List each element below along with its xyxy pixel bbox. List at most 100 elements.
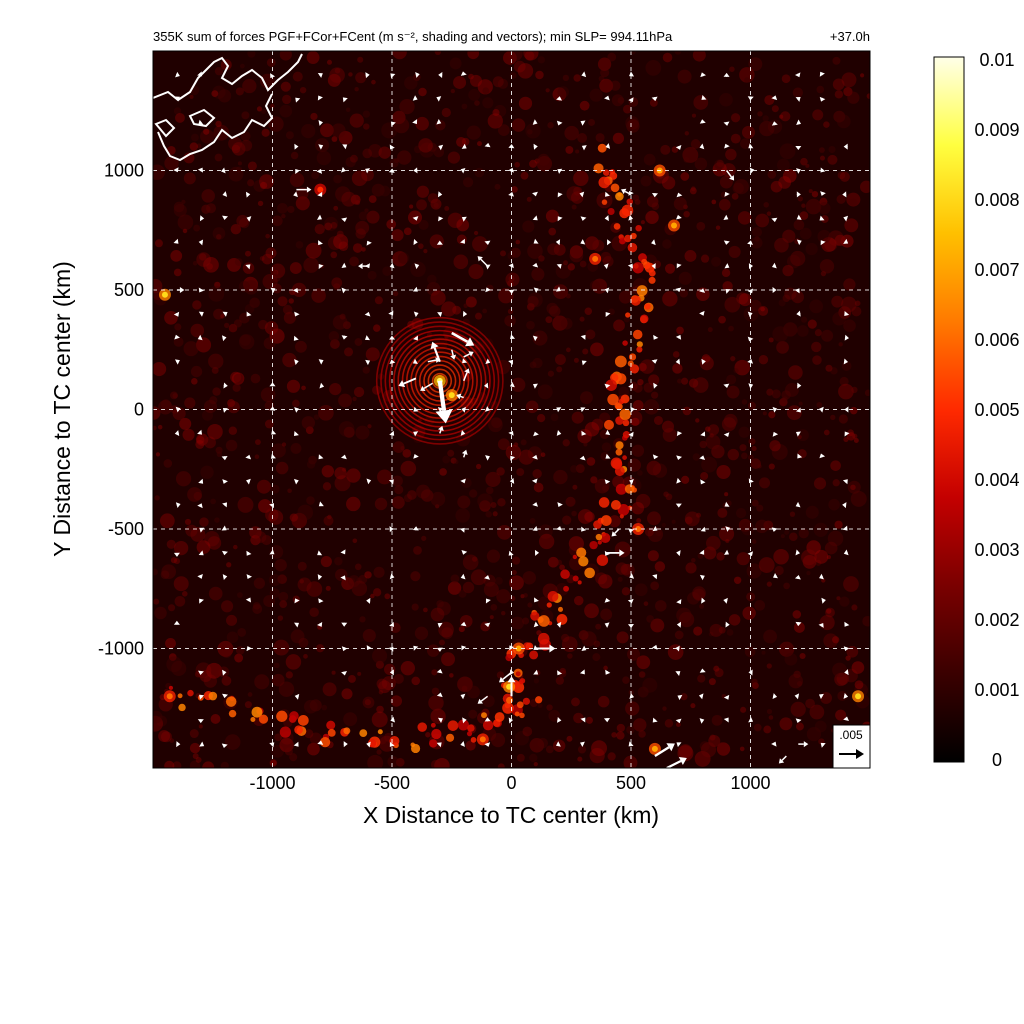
heat-texture [781, 390, 791, 400]
heat-texture [156, 715, 168, 727]
heat-texture [173, 107, 182, 115]
heat-texture [431, 687, 440, 695]
heat-texture [377, 469, 393, 485]
heat-texture [200, 465, 214, 479]
heat-texture [565, 496, 576, 507]
heat-texture [433, 146, 445, 158]
heat-texture [507, 251, 516, 260]
heat-texture [748, 438, 756, 446]
heat-texture [274, 733, 282, 742]
small-vector [532, 525, 538, 531]
heat-texture [556, 559, 563, 566]
band-cell [470, 737, 477, 743]
small-vector [174, 334, 180, 340]
heat-texture [339, 313, 346, 320]
heat-texture [723, 413, 738, 428]
small-vector [437, 407, 443, 413]
heat-texture [491, 417, 503, 429]
heat-texture [465, 296, 477, 308]
heat-texture [725, 539, 730, 544]
small-vector [581, 526, 586, 532]
heat-texture [632, 400, 644, 411]
heat-texture [516, 753, 525, 762]
heat-texture [304, 729, 314, 739]
small-vector [796, 119, 802, 126]
heat-texture [721, 268, 731, 278]
heat-texture [153, 715, 164, 732]
heat-texture [783, 582, 790, 590]
heat-texture [573, 170, 589, 186]
heat-texture [510, 595, 516, 601]
heat-texture [290, 151, 299, 160]
small-vector [724, 263, 730, 269]
heat-texture [351, 580, 368, 597]
small-vector [653, 334, 659, 340]
hotspot [671, 222, 678, 229]
band-cell [445, 733, 455, 742]
heat-texture [277, 574, 287, 585]
hotspot [479, 736, 486, 743]
heat-texture [830, 367, 838, 375]
heat-texture [214, 517, 220, 523]
heat-texture [846, 645, 859, 658]
small-vector [316, 214, 322, 220]
band-cell [251, 706, 263, 718]
heat-texture [334, 67, 341, 74]
heat-texture [250, 373, 261, 384]
small-vector [199, 694, 205, 700]
small-vector [748, 478, 754, 484]
heat-texture [284, 747, 293, 756]
small-vector [341, 217, 348, 222]
heat-texture [758, 557, 775, 574]
small-vector [701, 95, 707, 100]
small-vector [820, 167, 826, 173]
heat-texture [779, 114, 784, 119]
heat-texture [826, 555, 831, 560]
heat-texture [189, 142, 198, 151]
heat-texture [687, 591, 700, 605]
small-vector [462, 717, 467, 724]
small-vector [699, 668, 706, 673]
small-vector [509, 645, 515, 651]
heat-texture [616, 731, 625, 740]
heat-texture [546, 302, 559, 315]
heat-texture [447, 449, 455, 457]
small-vector [389, 430, 395, 436]
heat-texture [350, 194, 361, 205]
heat-texture [343, 347, 354, 357]
heat-texture [684, 131, 690, 136]
small-vector [629, 479, 634, 485]
heat-texture [588, 118, 596, 126]
small-vector [652, 717, 658, 723]
heat-texture [490, 603, 498, 611]
heat-texture [430, 290, 446, 306]
heat-texture [366, 210, 380, 224]
heat-texture [732, 182, 744, 194]
heat-texture [497, 124, 510, 136]
heat-texture [751, 226, 763, 238]
heat-texture [797, 196, 803, 202]
small-vector [412, 119, 418, 125]
small-vector [531, 478, 538, 484]
force-vector [729, 175, 735, 181]
heat-texture [221, 647, 232, 658]
heat-texture [442, 455, 451, 464]
heat-texture [827, 530, 844, 547]
heat-texture [196, 252, 211, 267]
heat-texture [371, 79, 376, 85]
small-vector [245, 454, 252, 460]
heat-texture [490, 502, 497, 509]
heat-texture [807, 319, 817, 329]
small-vector [843, 215, 849, 222]
small-vector [341, 287, 347, 294]
small-vector [461, 406, 466, 413]
heat-texture [832, 78, 845, 91]
band-cell [628, 353, 637, 361]
band-cell [430, 722, 436, 728]
heat-texture [183, 341, 199, 357]
heat-texture [348, 674, 356, 683]
small-vector [317, 740, 324, 745]
heat-texture [643, 153, 656, 166]
heat-texture [496, 671, 505, 679]
heat-texture [172, 393, 178, 399]
